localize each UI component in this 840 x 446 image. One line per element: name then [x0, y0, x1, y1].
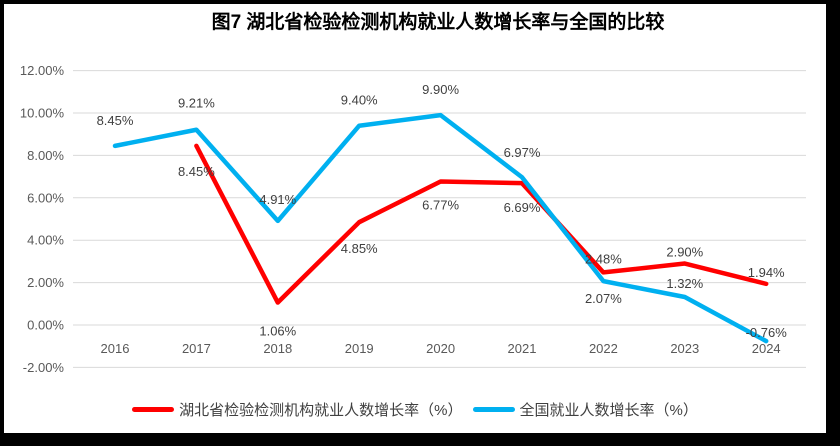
legend-line-hubei-icon: [132, 406, 175, 412]
x-tick-label: 2017: [182, 341, 211, 356]
legend: 湖北省检验检测机构就业人数增长率（%） 全国就业人数增长率（%）: [4, 396, 826, 422]
data-label-series-1: 1.32%: [666, 276, 703, 291]
data-label-series-0: 6.77%: [422, 197, 459, 212]
series-line-0: [194, 143, 769, 305]
x-tick-label: 2016: [101, 341, 130, 356]
y-tick-label: 6.00%: [27, 190, 64, 205]
legend-item-national: 全国就业人数增长率（%）: [472, 399, 698, 420]
y-tick-label: 8.00%: [27, 148, 64, 163]
x-tick-label: 2018: [263, 341, 292, 356]
x-tick-label: 2020: [426, 341, 455, 356]
series-line-1: [112, 112, 769, 344]
legend-item-hubei: 湖北省检验检测机构就业人数增长率（%）: [132, 399, 463, 420]
x-tick-label: 2024: [752, 341, 781, 356]
x-tick-label: 2021: [508, 341, 537, 356]
data-label-series-0: 4.85%: [341, 241, 378, 256]
y-tick-label: 4.00%: [27, 233, 64, 248]
data-label-series-0: 1.94%: [748, 265, 785, 280]
y-tick-label: 0.00%: [27, 318, 64, 333]
y-tick-label: 10.00%: [20, 106, 65, 121]
legend-line-national-icon: [472, 406, 515, 412]
data-label-series-1: 4.91%: [259, 192, 296, 207]
x-tick-label: 2023: [670, 341, 699, 356]
chart-title: 图7 湖北省检验检测机构就业人数增长率与全国的比较: [211, 12, 665, 33]
data-label-series-1: 2.07%: [585, 291, 622, 306]
y-tick-label: 12.00%: [20, 63, 65, 78]
data-label-series-0: 2.90%: [666, 245, 703, 260]
legend-label-national: 全国就业人数增长率（%）: [519, 401, 698, 419]
data-label-series-1: 9.21%: [178, 96, 215, 111]
data-label-series-1: 8.45%: [97, 113, 134, 128]
y-tick-label: 2.00%: [27, 275, 64, 290]
data-label-series-1: 6.97%: [504, 145, 541, 160]
x-tick-label: 2019: [345, 341, 374, 356]
data-label-series-1: 9.90%: [422, 82, 459, 97]
data-label-series-0: 1.06%: [259, 324, 296, 339]
y-tick-label: -2.00%: [23, 360, 65, 375]
x-tick-label: 2022: [589, 341, 618, 356]
data-label-series-0: 2.48%: [585, 251, 622, 266]
legend-label-hubei: 湖北省检验检测机构就业人数增长率（%）: [179, 401, 463, 419]
data-label-series-1: 9.40%: [341, 93, 378, 108]
data-label-series-1: -0.76%: [746, 325, 788, 340]
data-label-series-0: 8.45%: [178, 164, 215, 179]
data-label-series-0: 6.69%: [504, 200, 541, 215]
